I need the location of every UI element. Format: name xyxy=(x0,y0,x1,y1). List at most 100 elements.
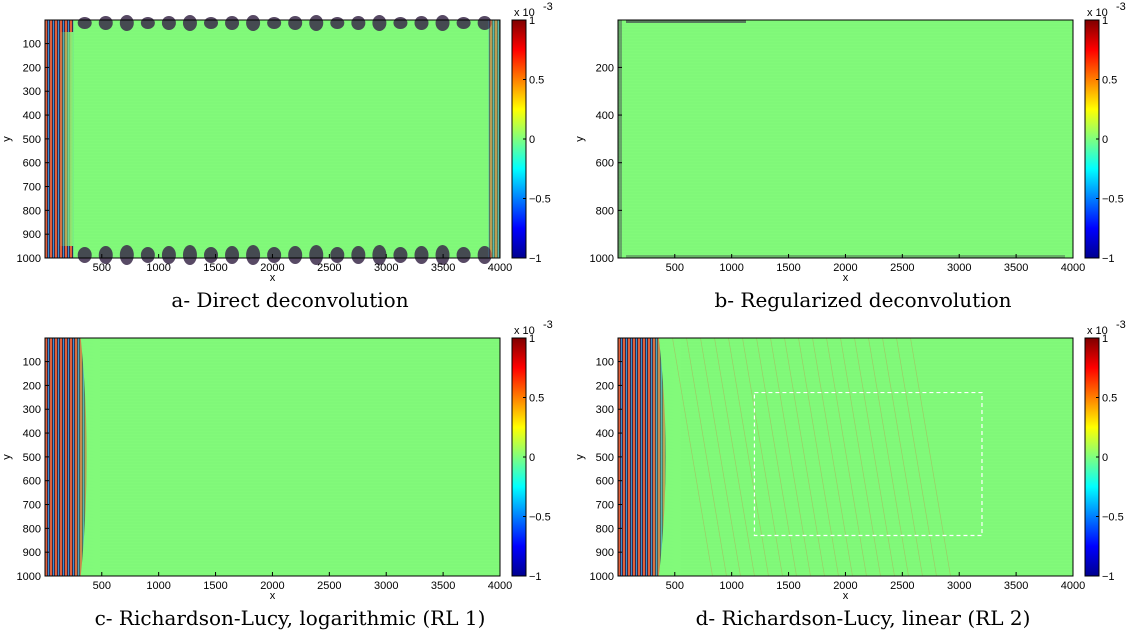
y-axis-label: y xyxy=(1,454,13,460)
y-tick-label: 600 xyxy=(23,158,41,170)
colorbar-tick-label: −1 xyxy=(1102,253,1115,265)
y-tick-label: 200 xyxy=(596,380,614,392)
y-tick-label: 500 xyxy=(23,452,41,464)
heatmap-texture xyxy=(618,339,1073,575)
x-tick-label: 3000 xyxy=(374,262,398,274)
x-tick-label: 3000 xyxy=(947,262,971,274)
x-tick-label: 1000 xyxy=(719,580,743,592)
x-tick-label: 500 xyxy=(93,262,111,274)
colorbar-exponent-label: x 10 xyxy=(1087,325,1108,337)
colorbar-tick-label: −0.5 xyxy=(1102,194,1124,206)
y-tick-label: 600 xyxy=(23,476,41,488)
edge-artifact-right xyxy=(488,20,500,258)
y-tick-label: 100 xyxy=(23,39,41,51)
x-tick-label: 3500 xyxy=(431,580,455,592)
x-tick-label: 1500 xyxy=(776,580,800,592)
colorbar-tick-label: 1 xyxy=(529,333,535,345)
colorbar-tick-label: 1 xyxy=(1102,15,1108,27)
x-tick-label: 2500 xyxy=(890,262,914,274)
colorbar-tick-label: 0.5 xyxy=(529,75,544,87)
y-axis-label: y xyxy=(574,454,586,460)
x-tick-label: 500 xyxy=(666,262,684,274)
y-tick-label: 700 xyxy=(23,182,41,194)
colorbar-tick-label: 0 xyxy=(1102,452,1108,464)
colorbar-exponent: -3 xyxy=(543,319,553,331)
colorbar-tick-label: −0.5 xyxy=(1102,512,1124,524)
y-tick-label: 1000 xyxy=(590,571,614,583)
y-tick-label: 800 xyxy=(23,523,41,535)
x-axis-label: x xyxy=(843,272,849,284)
colorbar-exponent: -3 xyxy=(1116,319,1126,331)
heatmap-plot: 500 1000 1500 2000 2500 3000 3500 4000100200300… xyxy=(574,319,1126,602)
x-tick-label: 1500 xyxy=(776,262,800,274)
colorbar-exponent-label: x 10 xyxy=(1087,7,1108,19)
x-tick-label: 500 xyxy=(666,580,684,592)
colorbar-tick-label: 1 xyxy=(1102,333,1108,345)
colorbar-exponent-label: x 10 xyxy=(514,7,535,19)
colorbar-tick-label: 0.5 xyxy=(529,393,544,405)
x-axis-label: x xyxy=(270,590,276,602)
y-tick-label: 900 xyxy=(23,547,41,559)
colorbar-tick-label: −1 xyxy=(1102,571,1115,583)
y-tick-label: 800 xyxy=(23,205,41,217)
edge-artifact-fade xyxy=(73,338,100,576)
x-tick-label: 3500 xyxy=(1004,262,1028,274)
heatmap-texture xyxy=(618,21,1073,257)
x-tick-label: 4000 xyxy=(488,262,512,274)
heatmap-texture xyxy=(45,339,500,575)
y-tick-label: 200 xyxy=(23,62,41,74)
x-axis-label: x xyxy=(843,590,849,602)
y-tick-label: 200 xyxy=(23,380,41,392)
colorbar-tick-label: 0 xyxy=(529,134,535,146)
colorbar-tick-label: −0.5 xyxy=(529,194,551,206)
y-tick-label: 300 xyxy=(23,86,41,98)
edge-artifact-top xyxy=(626,20,746,23)
caption: b- Regularized deconvolution xyxy=(714,288,1012,312)
x-tick-label: 2000 xyxy=(833,262,857,274)
y-tick-label: 400 xyxy=(23,428,41,440)
heatmap-field xyxy=(45,338,500,576)
y-tick-label: 100 xyxy=(596,357,614,369)
heatmap-plot: 500 1000 1500 2000 2500 3000 3500 4000 200 400 600… xyxy=(574,1,1126,284)
edge-artifact-fade xyxy=(650,338,681,576)
y-tick-label: 600 xyxy=(596,158,614,170)
colorbar-tick-label: 0.5 xyxy=(1102,75,1117,87)
y-tick-label: 500 xyxy=(23,134,41,146)
heatmap-texture xyxy=(45,21,500,257)
x-tick-label: 3500 xyxy=(431,262,455,274)
colorbar-tick-label: −0.5 xyxy=(529,512,551,524)
x-tick-label: 3000 xyxy=(374,580,398,592)
x-tick-label: 2000 xyxy=(260,262,284,274)
y-tick-label: 300 xyxy=(596,404,614,416)
colorbar-tick-label: 0 xyxy=(529,452,535,464)
dashed-region-box xyxy=(753,391,983,537)
x-tick-label: 1500 xyxy=(203,580,227,592)
y-tick-label: 600 xyxy=(596,476,614,488)
y-axis-label: y xyxy=(1,136,13,142)
x-tick-label: 2500 xyxy=(317,262,341,274)
colorbar-tick-label: 0 xyxy=(1102,134,1108,146)
x-tick-label: 4000 xyxy=(1061,262,1085,274)
colorbar-tick-label: 1 xyxy=(529,15,535,27)
caption: d- Richardson-Lucy, linear (RL 2) xyxy=(695,606,1031,630)
ripple-lines xyxy=(672,337,951,577)
y-tick-label: 800 xyxy=(596,205,614,217)
colorbar-exponent-label: x 10 xyxy=(514,325,535,337)
x-tick-label: 4000 xyxy=(488,580,512,592)
y-tick-label: 400 xyxy=(596,110,614,122)
caption: c- Richardson-Lucy, logarithmic (RL 1) xyxy=(94,606,486,630)
colorbar-exponent: -3 xyxy=(543,1,553,13)
colorbar-tick-label: −1 xyxy=(529,253,542,265)
y-tick-label: 400 xyxy=(23,110,41,122)
y-tick-label: 700 xyxy=(596,500,614,512)
colorbar-exponent: -3 xyxy=(1116,1,1126,13)
x-tick-label: 4000 xyxy=(1061,580,1085,592)
y-tick-label: 700 xyxy=(23,500,41,512)
x-tick-label: 2500 xyxy=(890,580,914,592)
y-tick-label: 900 xyxy=(596,547,614,559)
y-tick-label: 200 xyxy=(596,62,614,74)
edge-artifact-fade xyxy=(59,32,74,246)
y-tick-label: 1000 xyxy=(590,253,614,265)
x-axis-label: x xyxy=(270,272,276,284)
x-tick-label: 3000 xyxy=(947,580,971,592)
